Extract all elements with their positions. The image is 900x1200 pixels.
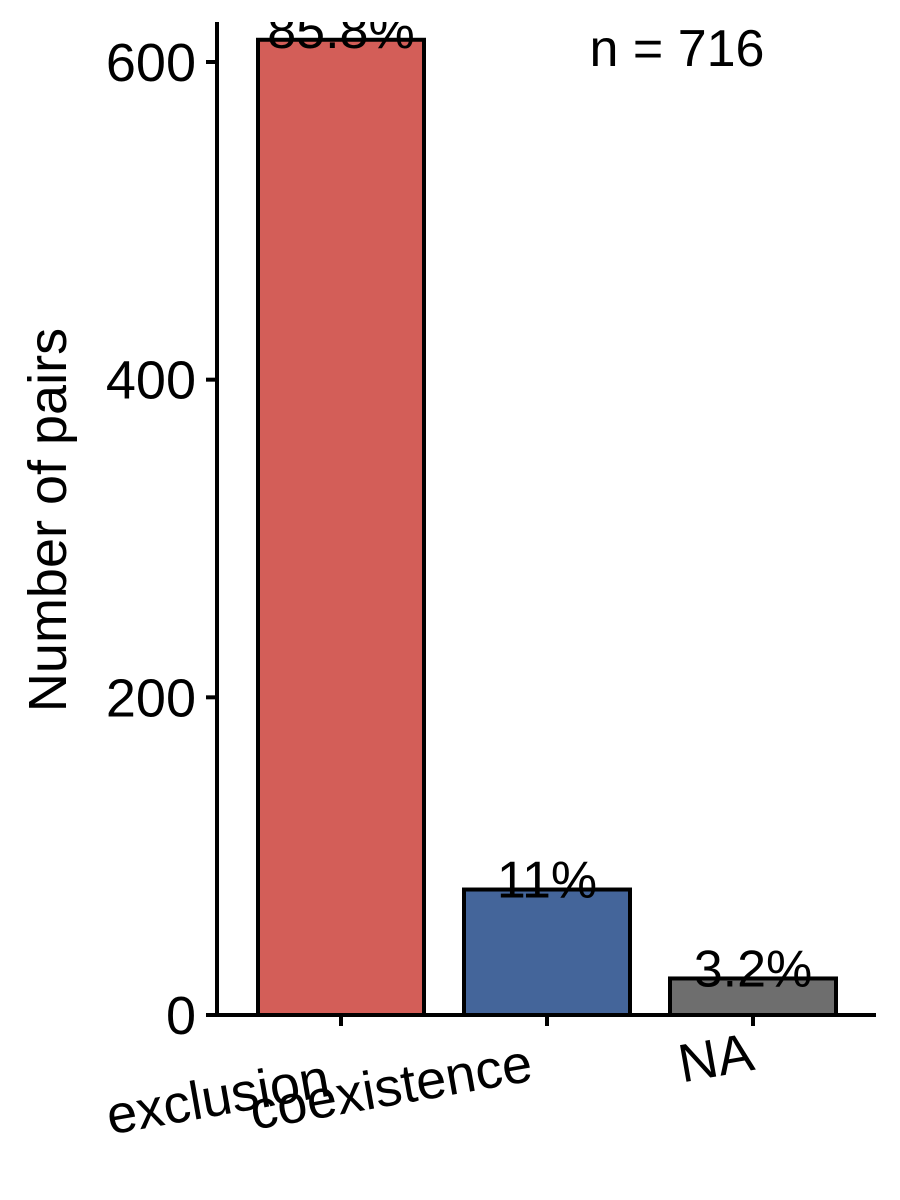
y-axis-ticks: 0 200 400 600 <box>106 33 217 1046</box>
y-tick-label-400: 400 <box>106 351 196 411</box>
y-tick-label-600: 600 <box>106 33 196 93</box>
y-tick-label-200: 200 <box>106 668 196 728</box>
bar-label-exclusion: 85.8% <box>267 2 414 60</box>
bar-data-labels: 85.8% 11% 3.2% <box>267 2 813 998</box>
sample-size-annotation: n = 716 <box>590 20 765 78</box>
y-tick-label-0: 0 <box>166 986 196 1046</box>
bar-label-coexistence: 11% <box>497 852 597 910</box>
bar-exclusion <box>256 37 426 1018</box>
x-tick-label-coexistence: coexistence <box>245 1033 536 1142</box>
bar-na <box>668 976 838 1017</box>
bar-label-na: 3.2% <box>694 940 813 998</box>
x-tick-label-na: NA <box>674 1022 758 1094</box>
y-axis-title: Number of pairs <box>18 328 78 712</box>
